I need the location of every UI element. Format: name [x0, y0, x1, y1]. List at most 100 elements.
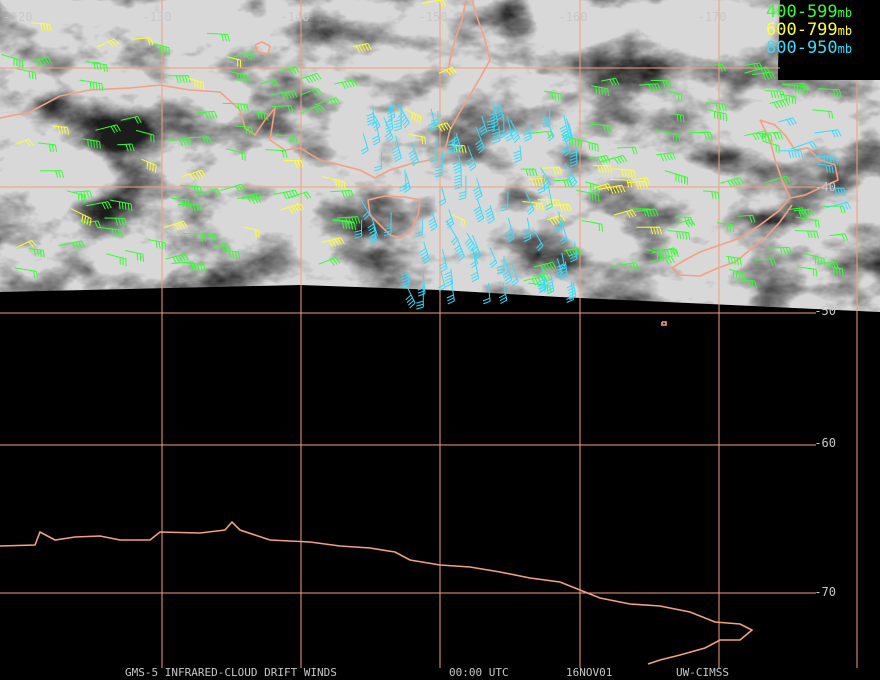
wind-barb — [167, 137, 193, 147]
lon-label: -150 — [419, 10, 448, 24]
wind-barb — [171, 197, 190, 208]
wind-barb — [201, 233, 219, 242]
wind-barb — [636, 226, 663, 235]
wind-barb — [500, 191, 509, 212]
wind-barb — [444, 269, 454, 288]
legend-entry: 400-599mb — [766, 2, 852, 22]
wind-barb — [400, 270, 410, 288]
wind-barb — [705, 64, 726, 72]
wind-barb — [539, 167, 552, 190]
wind-barb — [336, 216, 361, 225]
wind-barb — [366, 106, 375, 126]
wind-barb — [72, 190, 93, 199]
legend-unit: mb — [838, 6, 852, 20]
wind-barb — [511, 263, 519, 287]
wind-barb — [70, 208, 92, 226]
wind-barb — [314, 97, 341, 106]
wind-barb — [450, 133, 462, 153]
wind-barb — [814, 129, 842, 138]
wind-barb — [829, 187, 847, 196]
wind-barb — [194, 188, 222, 197]
wind-barb — [803, 253, 825, 266]
coastlines — [0, 0, 839, 665]
wind-barb — [767, 246, 792, 255]
wind-barb — [504, 115, 513, 142]
wind-barb — [393, 106, 402, 132]
wind-barb — [498, 282, 508, 305]
wind-barb — [464, 232, 476, 252]
wind-barb — [522, 124, 532, 142]
legend-label: 400-599 — [766, 2, 838, 22]
wind-barb — [367, 214, 378, 240]
wind-barb — [353, 43, 372, 53]
wind-barb — [561, 133, 571, 157]
wind-barb — [37, 142, 58, 153]
legend-entry: 800-950mb — [766, 38, 852, 58]
wind-barb — [533, 261, 557, 272]
wind-barb — [374, 152, 382, 172]
wind-barb — [447, 136, 456, 155]
wind-barb — [15, 138, 34, 147]
wind-barb — [554, 258, 563, 279]
wind-barb — [330, 190, 354, 199]
wind-barb — [384, 105, 394, 133]
wind-barb — [478, 115, 488, 136]
wind-barb — [222, 249, 241, 259]
wind-barb — [439, 249, 448, 273]
wind-barb — [780, 93, 797, 105]
wind-barb — [667, 230, 691, 240]
australia-coast — [0, 0, 491, 179]
legend-label: 600-799 — [766, 20, 838, 40]
wind-barb — [104, 217, 128, 226]
wind-barb — [569, 146, 578, 167]
wind-barb — [448, 212, 466, 228]
wind-barb — [228, 51, 256, 60]
lat-label: -70 — [814, 585, 836, 599]
wind-barb — [554, 179, 573, 188]
wind-barb — [740, 62, 764, 71]
wind-barb — [738, 214, 756, 223]
wind-barb — [486, 112, 495, 132]
wind-barb — [458, 175, 467, 201]
wind-barb — [226, 56, 242, 68]
wind-barb — [522, 201, 544, 211]
wind-barb — [445, 209, 455, 229]
wind-barb — [786, 207, 806, 215]
wind-barb — [538, 268, 547, 294]
wind-barb — [280, 203, 305, 214]
wind-barb — [368, 222, 377, 245]
wind-barb — [520, 168, 538, 177]
wind-barb — [593, 165, 613, 173]
island — [254, 41, 271, 55]
wind-barb — [664, 170, 688, 185]
wind-barb — [148, 239, 167, 250]
wind-barb — [466, 145, 477, 172]
wind-barb — [220, 183, 246, 193]
wind-barb — [812, 109, 834, 119]
wind-barb — [509, 119, 521, 143]
wind-barb — [82, 138, 101, 149]
wind-barb — [97, 226, 123, 238]
wind-barb — [454, 165, 462, 190]
wind-barb — [300, 87, 323, 97]
wind-barb — [97, 38, 120, 48]
wind-barb — [706, 102, 727, 112]
wind-barb — [106, 253, 127, 267]
wind-barb — [613, 168, 636, 178]
antarctica-coast — [0, 520, 754, 665]
wind-barb — [764, 175, 791, 184]
wind-barb — [819, 261, 839, 270]
wind-barb — [415, 218, 423, 238]
wind-barb — [600, 154, 628, 165]
footer-text: GMS-5 INFRARED-CLOUD DRIFT WINDS — [125, 666, 337, 679]
wind-barb — [502, 261, 513, 285]
legend-unit: mb — [838, 42, 852, 56]
wind-barb — [569, 241, 578, 263]
lon-label: -170 — [698, 10, 727, 24]
wind-barb — [53, 125, 70, 135]
wind-barbs — [1, 0, 852, 310]
wind-barb — [564, 247, 582, 258]
wind-barb — [95, 124, 121, 133]
wind-barb — [566, 281, 577, 300]
